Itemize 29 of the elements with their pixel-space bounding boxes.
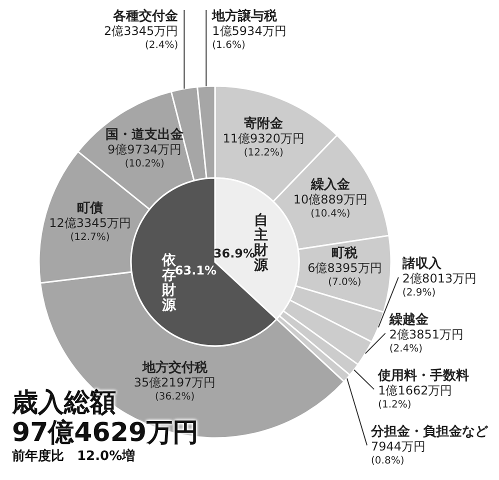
data-label: 9億9734万円 (10.2%) (108, 142, 182, 170)
data-label: 2億8013万円 (2.9%) (402, 271, 477, 298)
slice-label: 町債 (77, 201, 104, 216)
data-label: 1億5934万円 (1.6%) (212, 24, 286, 51)
data-label: 12億3345万円 (12.7%) (49, 216, 131, 244)
slice-label: 町税 (332, 244, 359, 261)
data-label: 7944万円 (0.8%) (371, 439, 426, 466)
data-label: 2億3851万円 (2.4%) (389, 327, 464, 354)
slice-label: 分担金・負担金など (370, 424, 490, 440)
data-label: 2億3345万円 (2.4%) (104, 24, 178, 51)
slice-label: 依存財源 (160, 252, 177, 314)
slice-label: 地方交付税 (141, 360, 208, 376)
slice-label: 使用料・手数料 (377, 367, 470, 384)
data-label: 10億889万円 (10.4%) (293, 192, 368, 220)
slice-label: 寄附金 (244, 115, 284, 132)
data-label: 11億9320万円 (12.2%) (222, 131, 305, 158)
slice-label: 各種交付金 (112, 8, 180, 24)
slice-label: 繰越金 (388, 312, 430, 328)
slice-label: 繰入金 (310, 176, 351, 192)
data-label: 63.1% (174, 263, 217, 278)
data-label: 1億1662万円 (1.2%) (378, 383, 452, 410)
slice-label: 自主財源 (253, 212, 270, 274)
data-label: 36.9% (213, 246, 256, 261)
data-label: 6億8395万円 (7.0%) (308, 260, 382, 288)
text: 前年度比 12.0%増 (12, 448, 136, 465)
slice-label: 諸収入 (401, 255, 442, 272)
slice-label: 地方譲与税 (211, 8, 278, 24)
text: 歳入総額 (12, 388, 116, 418)
data-label: 35億2197万円 (36.2%) (134, 376, 216, 403)
